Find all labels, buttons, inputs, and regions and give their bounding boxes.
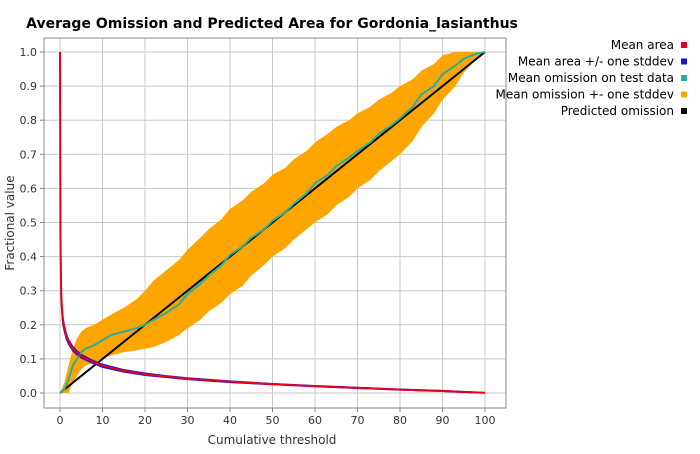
y-tick-label: 0.2 xyxy=(20,319,38,332)
predicted-omission-line xyxy=(59,51,486,394)
y-tick-label: 0.3 xyxy=(20,285,38,298)
mean-omission-line xyxy=(59,51,486,394)
chart-title: Average Omission and Predicted Area for … xyxy=(26,16,518,32)
legend-swatch xyxy=(681,58,687,65)
x-tick-label: 80 xyxy=(393,414,407,427)
x-tick-label: 50 xyxy=(266,414,280,427)
legend-swatch xyxy=(681,75,687,81)
y-tick-label: 0.9 xyxy=(20,80,38,93)
x-tick-label: 70 xyxy=(351,414,365,427)
legend-label: Mean area +/- one stddev xyxy=(518,55,674,69)
legend-swatch xyxy=(681,108,687,114)
x-tick-label: 90 xyxy=(436,414,450,427)
legend: Mean area Mean area +/- one stddev Mean om… xyxy=(496,38,687,118)
x-tick-label: 10 xyxy=(96,414,110,427)
y-tick-label: 0.4 xyxy=(20,251,38,264)
y-tick-label: 0.0 xyxy=(20,387,38,400)
legend-swatch xyxy=(681,42,687,48)
legend-label: Mean omission on test data xyxy=(508,71,674,85)
legend-label: Predicted omission xyxy=(561,104,674,118)
plot-data xyxy=(59,51,486,394)
x-axis-label: Cumulative threshold xyxy=(208,433,337,447)
legend-swatch xyxy=(681,91,687,98)
y-tick-label: 0.6 xyxy=(20,182,38,195)
x-tick-label: 30 xyxy=(181,414,195,427)
x-tick-label: 100 xyxy=(475,414,496,427)
y-axis-label: Fractional value xyxy=(3,175,17,270)
x-tick-label: 20 xyxy=(138,414,152,427)
legend-label: Mean area xyxy=(611,38,674,52)
y-tick-label: 0.7 xyxy=(20,148,38,161)
x-tick-label: 40 xyxy=(223,414,237,427)
legend-label: Mean omission +- one stddev xyxy=(496,88,675,102)
y-tick-label: 0.5 xyxy=(20,217,38,230)
axes: 0 10 20 30 40 50 60 70 80 90 100 0.0 0.1 0.2 0.3 0.4 0.5… xyxy=(20,46,496,427)
y-tick-label: 0.8 xyxy=(20,114,38,127)
x-tick-label: 60 xyxy=(308,414,322,427)
y-tick-label: 0.1 xyxy=(20,353,38,366)
y-tick-label: 1.0 xyxy=(20,46,38,59)
mean-area-line xyxy=(59,51,486,394)
x-tick-label: 0 xyxy=(57,414,64,427)
